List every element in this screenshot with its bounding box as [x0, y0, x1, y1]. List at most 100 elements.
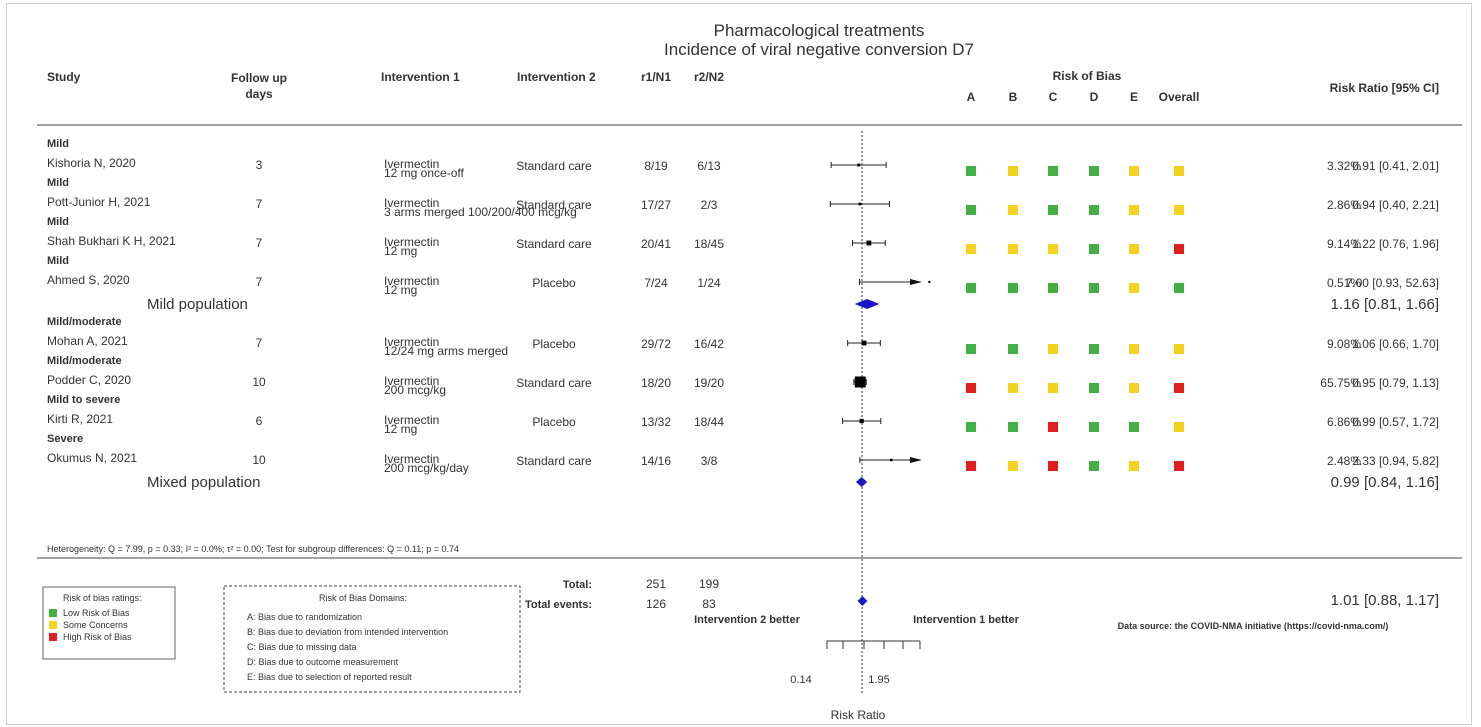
r1n1-value: 29/72	[641, 337, 671, 351]
intervention-2-name: Standard care	[516, 237, 592, 251]
rob-c-square	[1048, 166, 1058, 176]
study-name: Kishoria N, 2020	[47, 156, 136, 170]
r2n2-value: 19/20	[694, 376, 724, 390]
study-name: Pott-Junior H, 2021	[47, 195, 151, 209]
rob-c-square	[1048, 422, 1058, 432]
r2n2-value: 16/42	[694, 337, 724, 351]
rob-b-square	[1008, 344, 1018, 354]
intervention-1-name: Ivermectin	[384, 196, 439, 210]
rob-domain-item: C: Bias due to missing data	[247, 642, 357, 652]
rob-c-square	[1048, 244, 1058, 254]
rob-b-square	[1008, 461, 1018, 471]
rob-domains-legend-box	[223, 585, 521, 693]
x-tick-label: 0.14	[790, 674, 811, 686]
severity-label: Mild	[47, 216, 69, 228]
rob-d-square	[1089, 166, 1099, 176]
rob-a-square	[966, 461, 976, 471]
pooled-diamond	[855, 477, 868, 487]
follow-up-value: 10	[252, 375, 266, 389]
rob-domain-item: B: Bias due to deviation from intended i…	[247, 627, 448, 637]
intervention-1-name: Ivermectin	[384, 413, 439, 427]
favours-right-label: Intervention 1 better	[913, 614, 1019, 626]
rob-overall-square	[1174, 383, 1184, 393]
study-risk-ratio: 0.99 [0.57, 1.72]	[1352, 415, 1439, 429]
rob-a-square	[966, 283, 976, 293]
rob-b-square	[1008, 244, 1018, 254]
follow-up-value: 7	[256, 236, 263, 250]
rob-d-square	[1089, 205, 1099, 215]
r2n2-value: 18/44	[694, 415, 724, 429]
chart-subtitle: Incidence of viral negative conversion D…	[664, 40, 974, 59]
intervention-1-name: Ivermectin	[384, 235, 439, 249]
intervention-1-name: Ivermectin	[384, 452, 439, 466]
intervention-2-name: Placebo	[532, 415, 576, 429]
header-follow-up: Follow up	[231, 71, 287, 85]
study-name: Shah Bukhari K H, 2021	[47, 234, 176, 248]
intervention-1-name: Ivermectin	[384, 335, 439, 349]
favours-left-label: Intervention 2 better	[694, 614, 800, 626]
study-weight: 2.48%	[1327, 454, 1361, 468]
rob-c-square	[1048, 205, 1058, 215]
subgroup-label: Mild population	[147, 296, 248, 313]
point-estimate	[928, 281, 931, 283]
severity-label: Severe	[47, 433, 83, 445]
follow-up-value: 7	[256, 275, 263, 289]
r2n2-value: 2/3	[701, 198, 718, 212]
header-rob-c: C	[1049, 90, 1058, 104]
intervention-2-name: Standard care	[516, 159, 592, 173]
severity-label: Mild/moderate	[47, 316, 122, 328]
rob-c-square	[1048, 283, 1058, 293]
intervention-2-name: Standard care	[516, 454, 592, 468]
intervention-1-dose: 12 mg	[384, 244, 417, 258]
header-rob-a: A	[967, 90, 976, 104]
rob-b-square	[1008, 166, 1018, 176]
r1n1-value: 14/16	[641, 454, 671, 468]
r1n1-value: 18/20	[641, 376, 671, 390]
study-risk-ratio: 0.91 [0.41, 2.01]	[1352, 159, 1439, 173]
rob-overall-square	[1174, 461, 1184, 471]
data-source-note: Data source: the COVID-NMA initiative (h…	[1118, 621, 1389, 631]
intervention-2-name: Placebo	[532, 276, 576, 290]
rob-e-square	[1129, 344, 1139, 354]
rob-b-square	[1008, 283, 1018, 293]
study-risk-ratio: 1.22 [0.76, 1.96]	[1352, 237, 1439, 251]
rob-domain-item: E: Bias due to selection of reported res…	[247, 672, 412, 682]
follow-up-value: 3	[256, 158, 263, 172]
figure-frame: Pharmacological treatments Incidence of v…	[6, 3, 1472, 725]
chart-title: Pharmacological treatments	[714, 21, 925, 40]
rob-e-square	[1129, 461, 1139, 471]
r1n1-value: 13/32	[641, 415, 671, 429]
point-estimate	[858, 202, 862, 206]
subgroup-risk-ratio: 1.16 [0.81, 1.66]	[1331, 296, 1439, 313]
total-e2: 83	[702, 597, 716, 611]
header-risk-ratio: Risk Ratio [95% CI]	[1330, 81, 1439, 95]
rob-e-square	[1129, 383, 1139, 393]
severity-label: Mild/moderate	[47, 355, 122, 367]
subgroup-risk-ratio: 0.99 [0.84, 1.16]	[1331, 474, 1439, 491]
rob-a-square	[966, 383, 976, 393]
rob-e-square	[1129, 205, 1139, 215]
study-weight: 0.51%	[1327, 276, 1361, 290]
rob-e-square	[1129, 244, 1139, 254]
rob-a-square	[966, 344, 976, 354]
study-name: Okumus N, 2021	[47, 451, 137, 465]
total-events-label: Total events:	[525, 599, 592, 611]
study-risk-ratio: 1.06 [0.66, 1.70]	[1352, 337, 1439, 351]
intervention-2-name: Standard care	[516, 198, 592, 212]
rob-e-square	[1129, 166, 1139, 176]
rob-b-square	[1008, 422, 1018, 432]
intervention-1-name: Ivermectin	[384, 157, 439, 171]
study-name: Kirti R, 2021	[47, 412, 113, 426]
intervention-2-name: Standard care	[516, 376, 592, 390]
study-weight: 9.08%	[1327, 337, 1361, 351]
study-risk-ratio: 2.33 [0.94, 5.82]	[1352, 454, 1439, 468]
severity-label: Mild	[47, 177, 69, 189]
rob-ratings-legend-title: Risk of bias ratings:	[63, 593, 142, 603]
study-weight: 9.14%	[1327, 237, 1361, 251]
rob-d-square	[1089, 422, 1099, 432]
header-risk-of-bias: Risk of Bias	[1053, 69, 1122, 83]
rob-domain-item: A: Bias due to randomization	[247, 612, 362, 622]
legend-swatch-s	[49, 621, 57, 629]
study-risk-ratio: 7.00 [0.93, 52.63]	[1346, 276, 1439, 290]
